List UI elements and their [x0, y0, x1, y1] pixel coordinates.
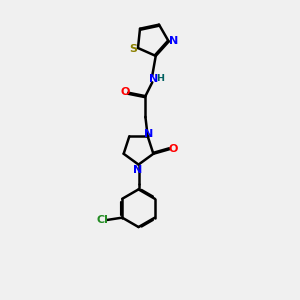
Text: N: N: [144, 129, 154, 139]
Text: S: S: [129, 44, 137, 54]
Text: O: O: [120, 86, 129, 97]
Text: N: N: [169, 37, 178, 46]
Text: N: N: [149, 74, 158, 84]
Text: Cl: Cl: [96, 215, 108, 225]
Text: O: O: [169, 144, 178, 154]
Text: N: N: [133, 165, 142, 175]
Text: H: H: [156, 74, 164, 83]
